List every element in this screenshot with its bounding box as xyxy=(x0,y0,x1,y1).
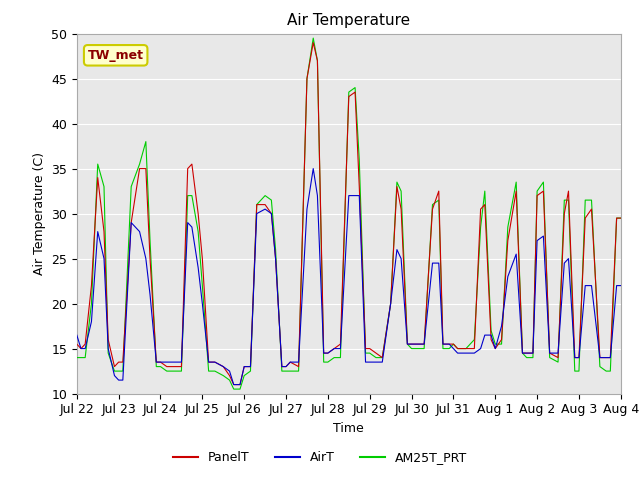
AM25T_PRT xyxy=(211,368,219,374)
AM25T_PRT xyxy=(314,58,321,63)
Line: AM25T_PRT: AM25T_PRT xyxy=(77,38,621,389)
AM25T_PRT xyxy=(617,215,625,221)
PanelT xyxy=(314,58,321,63)
Y-axis label: Air Temperature (C): Air Temperature (C) xyxy=(33,152,45,275)
AirT xyxy=(286,359,294,365)
PanelT xyxy=(73,341,81,347)
AM25T_PRT xyxy=(163,368,171,374)
AirT xyxy=(309,166,317,171)
PanelT xyxy=(211,359,219,365)
PanelT xyxy=(230,382,237,387)
AM25T_PRT xyxy=(492,341,499,347)
AirT xyxy=(73,332,81,338)
AirT xyxy=(492,346,499,351)
AM25T_PRT xyxy=(286,368,294,374)
AirT xyxy=(414,341,422,347)
PanelT xyxy=(492,346,499,351)
Title: Air Temperature: Air Temperature xyxy=(287,13,410,28)
AM25T_PRT xyxy=(230,386,237,392)
PanelT xyxy=(414,341,422,347)
Line: AirT: AirT xyxy=(77,168,621,384)
PanelT xyxy=(617,215,625,221)
AirT xyxy=(211,359,219,365)
Legend: PanelT, AirT, AM25T_PRT: PanelT, AirT, AM25T_PRT xyxy=(168,446,472,469)
PanelT xyxy=(163,364,171,370)
AM25T_PRT xyxy=(414,346,422,351)
X-axis label: Time: Time xyxy=(333,422,364,435)
PanelT xyxy=(309,40,317,46)
AM25T_PRT xyxy=(73,355,81,360)
AM25T_PRT xyxy=(309,35,317,41)
Line: PanelT: PanelT xyxy=(77,43,621,384)
PanelT xyxy=(286,359,294,365)
AirT xyxy=(617,283,625,288)
AirT xyxy=(314,192,321,199)
AirT xyxy=(230,382,237,387)
Text: TW_met: TW_met xyxy=(88,49,144,62)
AirT xyxy=(163,359,171,365)
